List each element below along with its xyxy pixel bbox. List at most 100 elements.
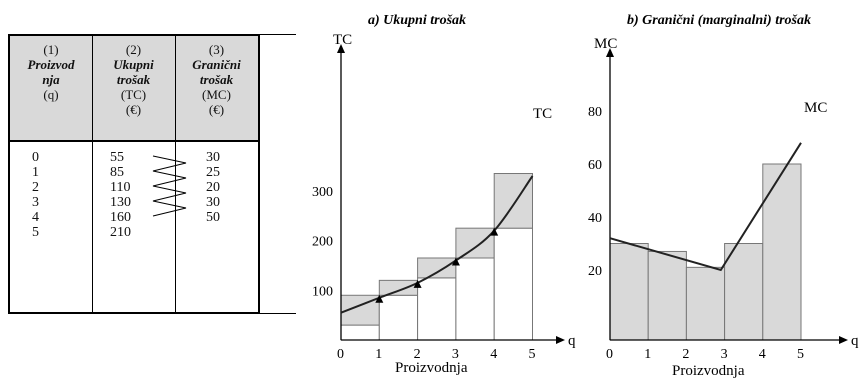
total-cost-step-base: [493, 227, 534, 341]
marginal-cost-x-symbol: q: [851, 333, 859, 349]
total-cost-y-tick: 200: [312, 235, 333, 250]
marginal-cost-x-tick: 3: [721, 347, 728, 362]
header-marginal-cost-name: Granični: [192, 57, 241, 72]
total-cost-arrow-marker: [490, 227, 499, 236]
marginal-cost-y-label: MC: [594, 36, 617, 52]
total-cost-step-base: [455, 257, 495, 341]
marginal-cost-line: [609, 142, 802, 272]
header-marginal-cost-unit: (€): [208, 102, 225, 117]
marginal-cost-chart: b) Granični (marginalni) trošak MC q Pro…: [588, 13, 859, 379]
cell-mc: 30: [206, 195, 220, 210]
cell-mc: 20: [206, 180, 220, 195]
total-cost-x-tick: 2: [414, 347, 421, 362]
header-marginal-cost-unit: (MC): [202, 87, 231, 102]
total-cost-chart-title: a) Ukupni trošak: [368, 13, 466, 28]
total-cost-series-label: TC: [533, 106, 552, 122]
table-divider: [175, 36, 176, 312]
marginal-cost-x-tick: 0: [606, 347, 613, 362]
column-q: 0 1 2 3 4 5: [32, 150, 39, 240]
column-tc: 55 85 110 130 160 210: [110, 150, 131, 240]
total-cost-step-box: [378, 279, 419, 296]
header-total-cost-unit: (TC): [120, 87, 147, 102]
header-total-cost-unit: (€): [125, 102, 142, 117]
total-cost-x-arrow: [556, 336, 565, 344]
total-cost-x-tick: 3: [452, 347, 459, 362]
cell-q: 5: [32, 225, 39, 240]
total-cost-x-tick: 1: [375, 347, 382, 362]
table-header: [10, 36, 258, 142]
table-divider: [92, 36, 93, 312]
header-output-name: nja: [42, 72, 60, 87]
cell-tc: 160: [110, 210, 131, 225]
header-marginal-cost-name: trošak: [199, 72, 234, 87]
header-output: (1) Proizvod nja (q): [10, 42, 92, 102]
marginal-cost-bar: [762, 163, 802, 341]
header-marginal-cost: (3) Granični trošak (MC) (€): [175, 42, 258, 117]
cell-q: 0: [32, 150, 39, 165]
marginal-cost-y-tick: 40: [588, 211, 602, 226]
marginal-cost-series-label: MC: [804, 100, 827, 116]
cell-tc: 210: [110, 225, 131, 240]
header-marginal-cost-number: (3): [208, 42, 225, 57]
zigzag-connector: [152, 155, 187, 217]
marginal-cost-bar: [647, 250, 687, 341]
marginal-cost-x-tick: 5: [797, 347, 804, 362]
cell-tc: 85: [110, 165, 124, 180]
total-cost-y-tick: 100: [312, 284, 333, 299]
marginal-cost-y-arrow: [606, 48, 614, 57]
cell-tc: 110: [110, 180, 131, 195]
cost-table: (1) Proizvod nja (q) (2) Ukupni trošak (…: [8, 34, 260, 314]
header-output-unit: (q): [43, 87, 59, 102]
cell-q: 2: [32, 180, 39, 195]
marginal-cost-x-label: Proizvodnja: [672, 363, 745, 379]
header-total-cost-name: trošak: [116, 72, 151, 87]
header-output-name: Proizvod: [27, 57, 75, 72]
total-cost-arrow-marker: [375, 294, 384, 303]
total-cost-x-label: Proizvodnja: [395, 360, 468, 376]
total-cost-y-arrow: [337, 44, 345, 53]
cell-mc: 25: [206, 165, 220, 180]
total-cost-step-box: [417, 257, 457, 279]
cell-q: 3: [32, 195, 39, 210]
marginal-cost-x-tick: 2: [682, 347, 689, 362]
marginal-cost-x-tick: 1: [644, 347, 651, 362]
total-cost-step-base: [378, 294, 419, 341]
total-cost-x-symbol: q: [568, 333, 576, 349]
header-total-cost: (2) Ukupni trošak (TC) (€): [92, 42, 175, 117]
cell-mc: 50: [206, 210, 220, 225]
total-cost-chart: a) Ukupni trošak TC q Proizvodnja TC 0 1 2…: [312, 13, 576, 376]
total-cost-curve: [340, 175, 534, 314]
total-cost-step-base: [340, 324, 380, 341]
cell-q: 1: [32, 165, 39, 180]
marginal-cost-y-tick: 80: [588, 105, 602, 120]
table-bottom-rule: [260, 313, 296, 314]
marginal-cost-x-tick: 4: [759, 347, 766, 362]
marginal-cost-bar: [685, 266, 726, 341]
header-total-cost-name: Ukupni: [113, 57, 154, 72]
cell-tc: 55: [110, 150, 124, 165]
marginal-cost-x-arrow: [839, 336, 848, 344]
total-cost-x-tick: 4: [490, 347, 497, 362]
total-cost-x-tick: 0: [337, 347, 344, 362]
total-cost-y-tick: 300: [312, 185, 333, 200]
total-cost-y-label: TC: [333, 32, 352, 48]
zigzag-line: [152, 155, 187, 217]
marginal-cost-y-tick: 20: [588, 264, 602, 279]
total-cost-x-tick: 5: [529, 347, 536, 362]
cell-tc: 130: [110, 195, 131, 210]
total-cost-arrow-marker: [413, 279, 422, 288]
header-output-number: (1): [43, 42, 59, 57]
header-total-cost-number: (2): [125, 42, 142, 57]
marginal-cost-bar: [609, 243, 649, 341]
cell-mc: 30: [206, 150, 220, 165]
total-cost-step-base: [417, 277, 457, 341]
total-cost-step-box: [455, 227, 495, 259]
total-cost-step-box: [493, 173, 534, 229]
marginal-cost-chart-title: b) Granični (marginalni) trošak: [627, 13, 811, 28]
cell-q: 4: [32, 210, 39, 225]
total-cost-arrow-marker: [451, 257, 460, 266]
marginal-cost-bar: [724, 243, 764, 341]
table-top-rule: [260, 34, 296, 35]
column-mc: 30 25 20 30 50: [206, 150, 220, 225]
